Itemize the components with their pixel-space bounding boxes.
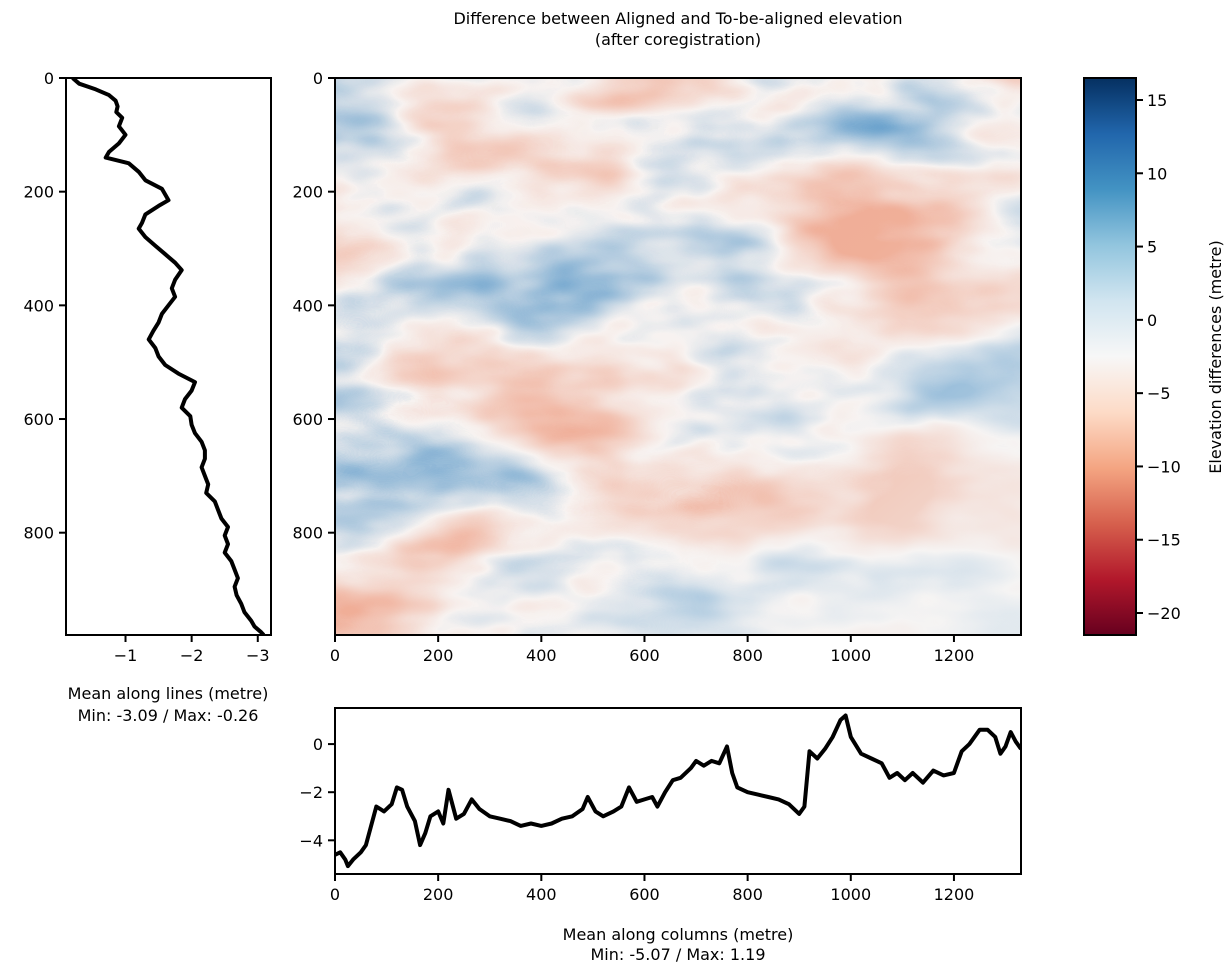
map-x-tick-label-1: 200 — [423, 646, 454, 665]
colorbar-fill — [1084, 78, 1136, 635]
colorbar-tick-label-4: −5 — [1147, 384, 1171, 403]
figure-title-line1: Difference between Aligned and To-be-ali… — [453, 9, 902, 28]
colorbar-tick-label-5: −10 — [1147, 457, 1181, 476]
mean-along-lines-plot: −1 −2 −3 0 200 400 600 800 Mean along lines (m… — [23, 69, 272, 725]
elevation-difference-map: 0 200 400 600 800 1000 1200 0 200 400 600 800 — [292, 69, 1022, 665]
mean-along-lines-series — [71, 78, 266, 635]
left-x-tick-label-0: −1 — [114, 646, 138, 665]
map-x-axis: 0 200 400 600 800 1000 1200 — [330, 635, 974, 665]
bottom-x-tick-label-2: 400 — [526, 885, 557, 904]
colorbar-tick-label-7: −20 — [1147, 604, 1181, 623]
bottom-x-tick-label-6: 1200 — [934, 885, 975, 904]
bottom-y-tick-label-1: −2 — [299, 783, 323, 802]
left-plot-frame — [65, 77, 272, 636]
map-lowland-wash — [335, 78, 1021, 635]
map-x-tick-label-0: 0 — [330, 646, 340, 665]
map-y-tick-label-2: 400 — [292, 296, 323, 315]
colorbar-tick-label-3: 0 — [1147, 311, 1157, 330]
map-x-tick-label-3: 600 — [629, 646, 660, 665]
map-y-tick-label-1: 200 — [292, 183, 323, 202]
map-y-tick-label-3: 600 — [292, 410, 323, 429]
left-x-tick-label-1: −2 — [180, 646, 204, 665]
bottom-x-tick-label-5: 1000 — [830, 885, 871, 904]
colorbar-tick-label-0: 15 — [1147, 91, 1167, 110]
colorbar-frame — [1083, 77, 1137, 636]
bottom-plot-y-axis: 0 −2 −4 — [299, 735, 335, 850]
left-y-tick-label-4: 800 — [23, 524, 54, 543]
bottom-plot-xlabel: Mean along columns (metre) — [563, 925, 794, 944]
bottom-y-tick-label-0: 0 — [313, 735, 323, 754]
map-x-tick-label-2: 400 — [526, 646, 557, 665]
map-frame — [334, 77, 1022, 636]
bottom-x-tick-label-3: 600 — [629, 885, 660, 904]
bottom-plot-stats: Min: -5.07 / Max: 1.19 — [590, 945, 765, 964]
bottom-x-tick-label-1: 200 — [423, 885, 454, 904]
left-plot-xlabel: Mean along lines (metre) — [68, 684, 269, 703]
colorbar-ticks: 15 10 5 0 −5 −10 −15 −20 — [1136, 91, 1181, 623]
mean-along-columns-plot: 0 200 400 600 800 1000 1200 0 −2 −4 Mean along c… — [299, 707, 1022, 964]
left-y-tick-label-2: 400 — [23, 296, 54, 315]
map-x-tick-label-6: 1200 — [934, 646, 975, 665]
bottom-y-tick-label-2: −4 — [299, 831, 323, 850]
figure-title-line2: (after coregistration) — [595, 30, 761, 49]
bottom-plot-x-axis: 0 200 400 600 800 1000 1200 — [330, 874, 974, 904]
left-y-tick-label-1: 200 — [23, 183, 54, 202]
bottom-x-tick-label-4: 800 — [732, 885, 763, 904]
bottom-plot-frame — [334, 707, 1022, 875]
map-y-tick-label-4: 800 — [292, 524, 323, 543]
left-x-tick-label-2: −3 — [246, 646, 270, 665]
left-plot-y-axis: 0 200 400 600 800 — [23, 69, 66, 543]
left-plot-x-axis: −1 −2 −3 — [114, 635, 270, 665]
colorbar-tick-label-2: 5 — [1147, 238, 1157, 257]
left-y-tick-label-0: 0 — [44, 69, 54, 88]
colorbar-tick-label-6: −15 — [1147, 531, 1181, 550]
left-y-tick-label-3: 600 — [23, 410, 54, 429]
left-plot-stats: Min: -3.09 / Max: -0.26 — [78, 706, 259, 725]
colorbar: 15 10 5 0 −5 −10 −15 −20 Elevation differences … — [1083, 77, 1225, 636]
colorbar-tick-label-1: 10 — [1147, 164, 1167, 183]
map-x-tick-label-4: 800 — [732, 646, 763, 665]
map-x-tick-label-5: 1000 — [830, 646, 871, 665]
map-y-axis: 0 200 400 600 800 — [292, 69, 335, 543]
colorbar-label: Elevation differences (metre) — [1206, 240, 1225, 473]
mean-along-columns-series — [335, 713, 1021, 869]
map-y-tick-label-0: 0 — [313, 69, 323, 88]
bottom-x-tick-label-0: 0 — [330, 885, 340, 904]
